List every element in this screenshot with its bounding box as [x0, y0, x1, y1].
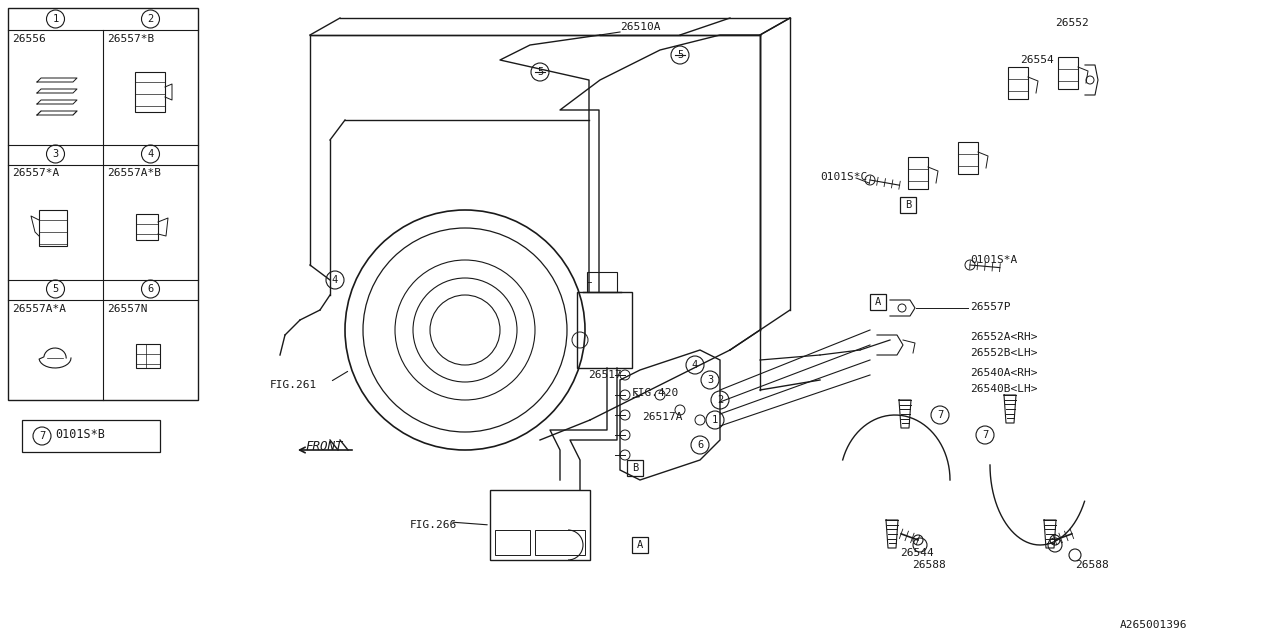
Bar: [632, 537, 648, 553]
Bar: [1009, 67, 1028, 99]
Text: 0101S*B: 0101S*B: [55, 428, 105, 441]
Text: 5: 5: [52, 284, 59, 294]
Text: 26557A*B: 26557A*B: [108, 168, 161, 178]
Bar: [588, 272, 617, 292]
Text: FIG.261: FIG.261: [270, 380, 317, 390]
Bar: [38, 210, 67, 246]
Text: 2: 2: [717, 395, 723, 405]
Bar: [957, 142, 978, 174]
Text: 26517: 26517: [588, 370, 622, 380]
Text: B: B: [632, 463, 639, 473]
Bar: [136, 214, 157, 240]
Text: A: A: [637, 540, 643, 550]
Text: B: B: [905, 200, 911, 210]
Text: 26540A<RH>: 26540A<RH>: [970, 368, 1038, 378]
Text: 4: 4: [332, 275, 338, 285]
Text: 26554: 26554: [1020, 55, 1053, 65]
Bar: [8, 8, 198, 400]
Text: 5: 5: [536, 67, 543, 77]
Bar: [908, 157, 928, 189]
Text: 26544: 26544: [900, 548, 933, 558]
Bar: [136, 344, 160, 368]
Text: 26588: 26588: [1075, 560, 1108, 570]
Text: 26557A*A: 26557A*A: [12, 304, 67, 314]
Text: 26510A: 26510A: [620, 22, 660, 32]
Text: 3: 3: [52, 149, 59, 159]
Text: 26552B<LH>: 26552B<LH>: [970, 348, 1038, 358]
Text: 26552: 26552: [1055, 18, 1089, 28]
Text: 7: 7: [937, 410, 943, 420]
Bar: [535, 530, 585, 555]
Text: 3: 3: [707, 375, 713, 385]
Text: A: A: [874, 297, 881, 307]
Text: 0101S*A: 0101S*A: [970, 255, 1018, 265]
Text: 0101S*C: 0101S*C: [820, 172, 868, 182]
Text: 1: 1: [712, 415, 718, 425]
Text: 7: 7: [38, 431, 45, 441]
Text: 4: 4: [147, 149, 154, 159]
Text: A265001396: A265001396: [1120, 620, 1188, 630]
Text: 26556: 26556: [12, 34, 46, 44]
Text: 26557*A: 26557*A: [12, 168, 59, 178]
Text: 26557N: 26557N: [108, 304, 147, 314]
Bar: [627, 460, 643, 476]
Text: 7: 7: [982, 430, 988, 440]
Bar: [22, 420, 160, 452]
Bar: [870, 294, 886, 310]
Text: 26557*B: 26557*B: [108, 34, 155, 44]
Bar: [490, 490, 590, 560]
Text: 1: 1: [52, 14, 59, 24]
Bar: [577, 292, 632, 368]
Bar: [900, 197, 916, 213]
Text: 4: 4: [692, 360, 698, 370]
Text: 5: 5: [677, 50, 684, 60]
Text: 2: 2: [147, 14, 154, 24]
Text: 26517A: 26517A: [643, 412, 682, 422]
Bar: [134, 72, 165, 112]
Bar: [1059, 57, 1078, 89]
Text: 26557P: 26557P: [970, 302, 1010, 312]
Text: FIG.266: FIG.266: [410, 520, 457, 530]
Text: FRONT: FRONT: [305, 440, 343, 453]
Text: 26540B<LH>: 26540B<LH>: [970, 384, 1038, 394]
Text: 6: 6: [147, 284, 154, 294]
Bar: [495, 530, 530, 555]
Text: 6: 6: [696, 440, 703, 450]
Text: FIG.420: FIG.420: [632, 388, 680, 398]
Text: 26588: 26588: [911, 560, 946, 570]
Text: 26552A<RH>: 26552A<RH>: [970, 332, 1038, 342]
